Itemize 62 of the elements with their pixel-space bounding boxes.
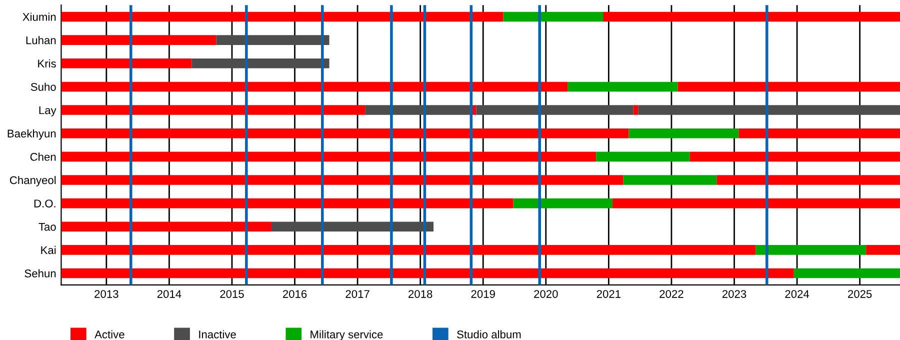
bar (365, 105, 472, 115)
x-tick-label: 2014 (157, 290, 182, 298)
x-tick-label: 2016 (282, 290, 307, 298)
legend-label: Active (94, 330, 124, 338)
y-tick-label: Baekhyun (8, 129, 56, 140)
x-tick-label: 2025 (848, 290, 872, 298)
y-tick-label: Chanyeol (10, 176, 56, 186)
y-tick-label: Lay (39, 106, 56, 116)
x-tick-label: 2018 (408, 290, 432, 298)
x-tick-label: 2015 (220, 290, 244, 298)
bar (794, 268, 900, 278)
bar (61, 175, 624, 185)
bar (61, 198, 514, 208)
bar (216, 35, 330, 45)
bar (61, 152, 596, 162)
bar (476, 105, 634, 115)
legend-label: Inactive (199, 330, 236, 338)
bar (612, 198, 900, 208)
x-tick-label: 2019 (471, 290, 495, 298)
x-tick-label: 2017 (346, 290, 370, 298)
bar (61, 268, 794, 278)
y-tick-label: Kris (38, 59, 56, 68)
bar (623, 175, 717, 185)
bar (61, 128, 629, 138)
bar (61, 222, 272, 232)
bar (866, 245, 900, 255)
bar (61, 105, 366, 115)
bar (738, 128, 900, 138)
y-tick-label: Tao (38, 223, 56, 231)
bar (603, 12, 900, 22)
bar (61, 35, 216, 45)
bar (272, 222, 434, 232)
bar (628, 128, 739, 138)
x-tick-label: 2024 (785, 290, 810, 298)
y-tick-label: Suho (30, 82, 56, 91)
bar (756, 245, 866, 255)
bar (513, 198, 612, 208)
bar (568, 82, 678, 92)
y-tick-label: Luhan (26, 36, 56, 44)
y-tick-label: Kai (41, 246, 56, 254)
bar (61, 58, 192, 68)
y-tick-label: Xiumin (22, 12, 56, 21)
x-tick-label: 2020 (534, 290, 558, 298)
bar (716, 175, 900, 185)
bar (690, 152, 900, 162)
x-tick-label: 2022 (660, 290, 684, 298)
bar (638, 105, 900, 115)
bar (503, 12, 604, 22)
bar (61, 12, 504, 22)
bar (61, 245, 756, 255)
x-tick-label: 2013 (94, 290, 118, 298)
x-tick-label: 2023 (722, 290, 746, 298)
bar (633, 105, 638, 115)
y-tick-label: Chen (30, 152, 56, 161)
x-tick-label: 2021 (596, 290, 620, 298)
y-tick-label: Sehun (24, 269, 56, 278)
legend-label: Studio album (457, 330, 521, 338)
bar (61, 82, 568, 92)
bar (596, 152, 690, 162)
y-tick-label: D.O. (34, 200, 56, 208)
bar (192, 58, 330, 68)
bar (678, 82, 900, 92)
